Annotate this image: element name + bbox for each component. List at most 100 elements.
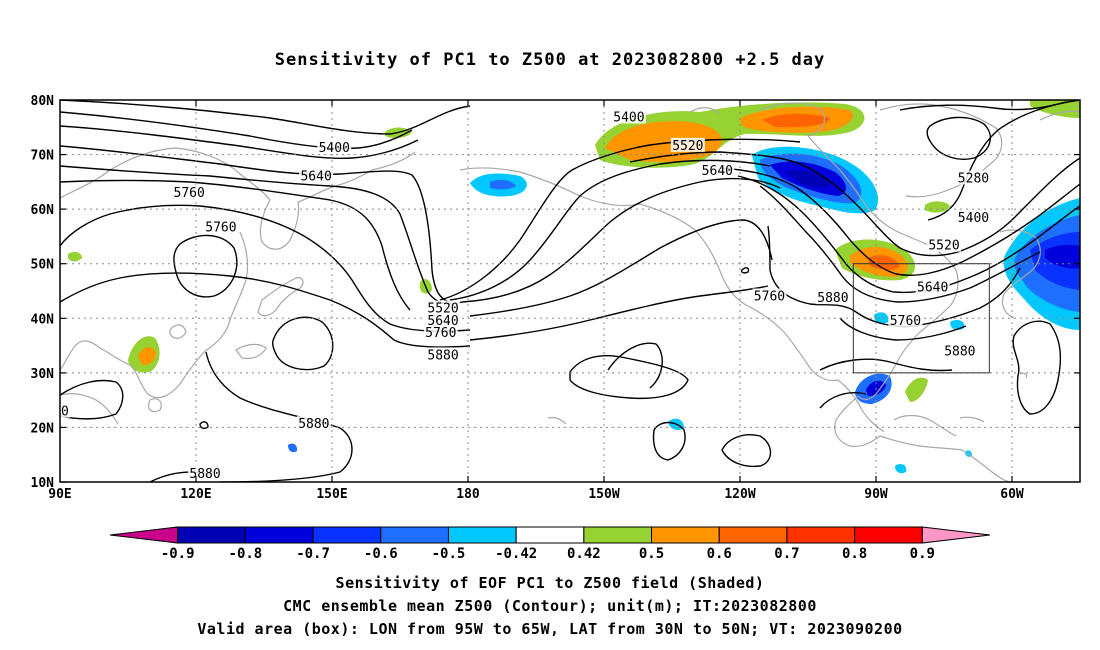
- contour-label: 5880: [38, 405, 69, 420]
- contour-label-bg: [203, 219, 238, 234]
- map-title: Sensitivity of PC1 to Z500 at 2023082800…: [274, 50, 826, 70]
- colorbar-label: 0.7: [774, 546, 799, 562]
- longitude-label: 150W: [588, 487, 619, 502]
- latitude-label: 30N: [31, 367, 55, 382]
- colorbar-label: -0.42: [495, 546, 537, 562]
- positive-sensitivity-patch: [868, 255, 900, 270]
- contour-label-bg: [296, 416, 331, 431]
- negative-sensitivity-patch: [1045, 244, 1080, 269]
- colorbar-cell: [786, 526, 856, 544]
- negative-sensitivity-patch: [895, 464, 907, 474]
- positive-sensitivity-patch: [762, 113, 830, 128]
- longitude-label: 150E: [316, 487, 347, 502]
- lat-lon-grid: [60, 100, 1080, 482]
- contour-label: 5520: [427, 301, 458, 316]
- colorbar-cell: [854, 526, 923, 544]
- positive-sensitivity-patch: [138, 347, 156, 365]
- caption-shading: Sensitivity of EOF PC1 to Z500 field (Sh…: [335, 574, 765, 592]
- contour-label: 5400: [958, 211, 989, 226]
- colorbar-label: -0.9: [161, 546, 195, 562]
- contour-label-bg: [670, 137, 705, 152]
- colorbar-cell: [312, 526, 382, 544]
- contour-label-bg: [426, 347, 461, 362]
- colorbar-label: 0.42: [567, 546, 601, 562]
- axis-ticks: [60, 99, 1080, 483]
- contour-label: 5880: [189, 467, 220, 482]
- positive-sensitivity-patch: [1030, 100, 1080, 118]
- colorbar-label: -0.8: [229, 546, 263, 562]
- contour-label-bg: [60, 403, 71, 418]
- coastlines: [60, 102, 1080, 482]
- longitude-label: 120W: [724, 487, 755, 502]
- negative-sensitivity-patch: [874, 312, 889, 324]
- colorbar-label: 0.8: [842, 546, 867, 562]
- colorbar-cell: [447, 526, 517, 544]
- latitude-label: 50N: [31, 258, 55, 273]
- contour-label: 5880: [298, 417, 329, 432]
- latitude-label: 60N: [31, 203, 55, 218]
- contour-label: 5760: [205, 221, 236, 236]
- contour-label: 5880: [427, 348, 458, 363]
- contour-label-bg: [426, 313, 461, 328]
- colorbar-cell: [515, 526, 585, 544]
- contour-label: 5880: [817, 291, 848, 306]
- colorbar-cell: [651, 526, 720, 544]
- latitude-label: 10N: [31, 476, 55, 491]
- contour-label-bg: [752, 288, 787, 303]
- longitude-label: 180: [456, 487, 480, 502]
- colorbar-cell: [244, 526, 314, 544]
- contour-label-bg: [942, 343, 977, 358]
- contour-label-bg: [611, 109, 646, 124]
- contour-label-bg: [423, 325, 458, 340]
- colorbar-cells: [109, 526, 991, 544]
- latitude-label: 80N: [31, 94, 55, 109]
- contour-label: 5760: [425, 326, 456, 341]
- contour-label: 5400: [319, 141, 350, 156]
- contour-label-bg: [956, 170, 991, 185]
- longitude-label: 120E: [180, 487, 211, 502]
- longitude-label: 60W: [1000, 487, 1024, 502]
- latitude-labels: 80N 70N 60N 50N 40N 30N 20N 10N: [31, 94, 55, 491]
- colorbar-end-high: [921, 526, 991, 544]
- contour-label: 5520: [928, 239, 959, 254]
- latitude-label: 20N: [31, 421, 55, 436]
- positive-sensitivity-patch: [925, 201, 950, 213]
- positive-sensitivity-patch: [68, 251, 82, 262]
- latitude-label: 40N: [31, 312, 55, 327]
- contour-label-bg: [317, 140, 352, 155]
- colorbar-label: -0.7: [296, 546, 330, 562]
- colorbar-cell: [177, 526, 246, 544]
- contour-label: 5760: [174, 186, 205, 201]
- colorbar-label: 0.5: [639, 546, 664, 562]
- colorbar-cell: [718, 526, 788, 544]
- longitude-label: 90E: [48, 487, 71, 502]
- negative-sensitivity-patch: [490, 179, 516, 190]
- longitude-label: 90W: [864, 487, 888, 502]
- contour-label: 5640: [300, 169, 331, 184]
- colorbar-cell: [583, 526, 653, 544]
- colorbar-label: 0.6: [707, 546, 732, 562]
- contour-label: 5640: [917, 281, 948, 296]
- contour-label-bg: [956, 209, 991, 224]
- contour-label-bg: [927, 237, 961, 252]
- colorbar-label: 0.9: [910, 546, 935, 562]
- longitude-labels: 90E 120E 150E 180 150W 120W 90W 60W: [48, 487, 1024, 502]
- valid-area-box: [852, 263, 990, 374]
- negative-sensitivity-patch: [785, 170, 831, 188]
- contour-label-bg: [299, 168, 334, 183]
- colorbar-label: -0.5: [432, 546, 466, 562]
- contour-label: 5280: [958, 172, 989, 187]
- contour-labels: 5400 5640 5760 5760 5520 5640 5760 5880 5400 5520…: [38, 109, 991, 482]
- contour-label-bg: [815, 290, 850, 305]
- contour-label-bg: [700, 162, 735, 177]
- contour-label: 5880: [944, 345, 975, 360]
- z500-contours: [60, 100, 1080, 482]
- contour-label-bg: [915, 279, 950, 294]
- colorbar-label: -0.6: [364, 546, 398, 562]
- caption-contour: CMC ensemble mean Z500 (Contour); unit(m…: [283, 597, 817, 615]
- map-frame: [59, 99, 1081, 483]
- latitude-label: 70N: [31, 149, 55, 164]
- colorbar-cell: [380, 526, 449, 544]
